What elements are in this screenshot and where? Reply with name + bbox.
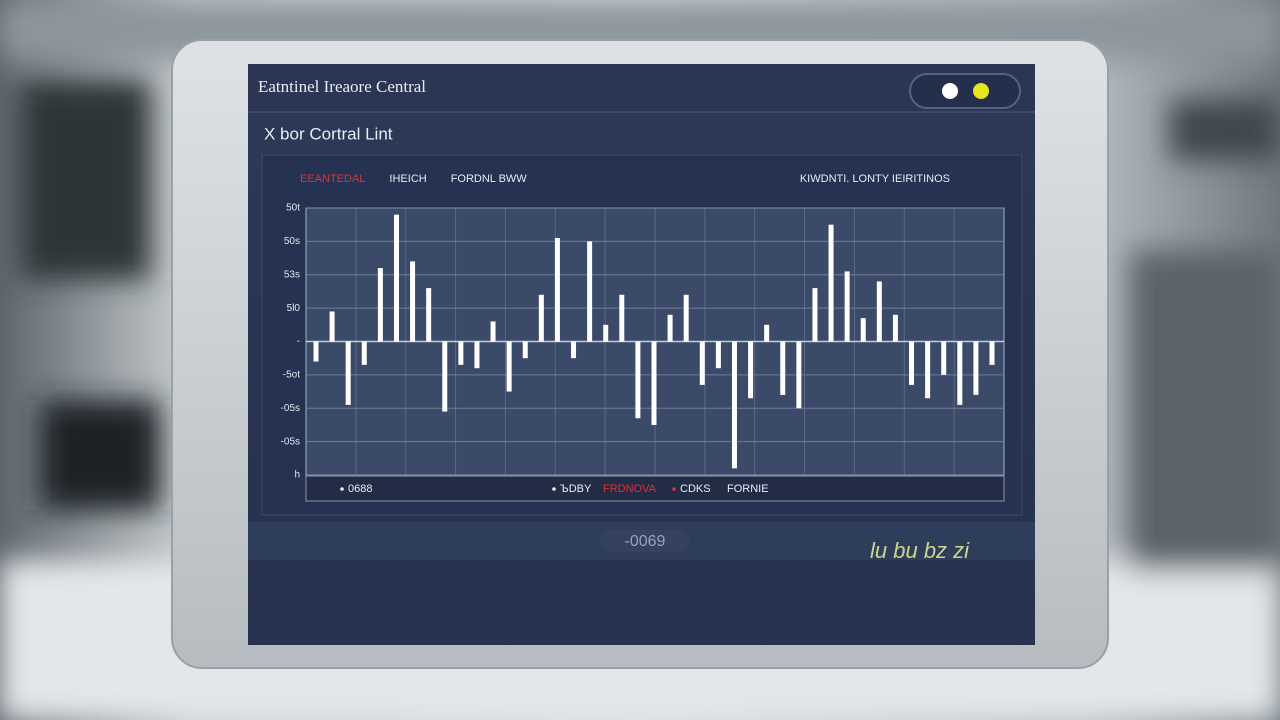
legend-item: ЪDBY bbox=[560, 483, 592, 495]
bar bbox=[426, 288, 432, 342]
legend-dot bbox=[340, 487, 344, 491]
bar bbox=[361, 341, 367, 365]
status-pill bbox=[909, 73, 1021, 109]
bar bbox=[796, 341, 802, 409]
bar bbox=[828, 224, 834, 342]
bar bbox=[458, 341, 464, 365]
bar bbox=[844, 271, 850, 342]
title-bar bbox=[248, 64, 1035, 112]
bar bbox=[957, 341, 963, 405]
bar bbox=[925, 341, 931, 399]
y-tick-label: - bbox=[297, 336, 300, 347]
bar bbox=[780, 341, 786, 395]
lower-panel bbox=[248, 560, 1035, 645]
legend-item: FORNIE bbox=[727, 483, 769, 495]
status-light bbox=[942, 83, 958, 99]
y-tick-label: 50t bbox=[286, 203, 300, 214]
bar bbox=[989, 341, 995, 365]
legend-item: FRDNOVA bbox=[603, 483, 657, 495]
bar bbox=[715, 341, 721, 369]
bar bbox=[442, 341, 448, 412]
y-tick-label: -5ot bbox=[283, 370, 300, 381]
bar bbox=[571, 341, 577, 359]
bar bbox=[860, 318, 866, 342]
legend-dot bbox=[552, 487, 556, 491]
bar bbox=[587, 241, 593, 342]
bar bbox=[554, 238, 560, 342]
bar bbox=[506, 341, 512, 392]
bar bbox=[748, 341, 754, 399]
section-title: X bor Cortral Lint bbox=[264, 124, 393, 143]
legend-item: 0688 bbox=[348, 483, 372, 495]
bar bbox=[909, 341, 915, 385]
bar bbox=[764, 324, 770, 342]
bar bbox=[329, 311, 335, 342]
y-tick-label: 53s bbox=[284, 269, 300, 280]
bar bbox=[699, 341, 705, 385]
bar bbox=[313, 341, 319, 362]
legend-item: IHEICH bbox=[389, 173, 426, 185]
app-title: Eatntinel Ireaore Central bbox=[258, 77, 426, 96]
bar bbox=[683, 294, 689, 342]
bar bbox=[619, 294, 625, 342]
status-light bbox=[973, 83, 989, 99]
bar bbox=[393, 214, 399, 342]
legend-item: CDKS bbox=[680, 483, 711, 495]
bar bbox=[474, 341, 480, 369]
bottom-legend-bar bbox=[305, 475, 1005, 502]
bar bbox=[377, 268, 383, 342]
bar bbox=[812, 288, 818, 342]
y-tick-label: h bbox=[294, 470, 300, 481]
y-tick-label: -05s bbox=[281, 403, 300, 414]
y-tick-label: -05s bbox=[281, 436, 300, 447]
bar bbox=[667, 314, 673, 342]
y-tick-label: 50s bbox=[284, 236, 300, 247]
bar bbox=[876, 281, 882, 342]
legend-dot bbox=[672, 487, 676, 491]
bar bbox=[892, 314, 898, 342]
ticker: lu bu bz zi bbox=[870, 538, 970, 563]
bar bbox=[651, 341, 657, 425]
bar bbox=[538, 294, 544, 342]
legend-item: KIWDNTI. LONTY IEIRITINOS bbox=[800, 173, 950, 185]
button[interactable] bbox=[600, 530, 690, 552]
legend-item: FORDNL BWW bbox=[451, 173, 528, 185]
bar bbox=[731, 341, 737, 469]
bar bbox=[490, 321, 496, 342]
bar bbox=[603, 324, 609, 342]
bar bbox=[410, 261, 416, 342]
bar bbox=[522, 341, 528, 359]
button-label[interactable]: -0069 bbox=[625, 533, 666, 550]
bar bbox=[941, 341, 947, 375]
bar bbox=[635, 341, 641, 419]
bar bbox=[345, 341, 351, 405]
legend-item: EEANTEDAL bbox=[300, 173, 365, 185]
bar bbox=[973, 341, 979, 395]
y-tick-label: 5l0 bbox=[287, 303, 301, 314]
